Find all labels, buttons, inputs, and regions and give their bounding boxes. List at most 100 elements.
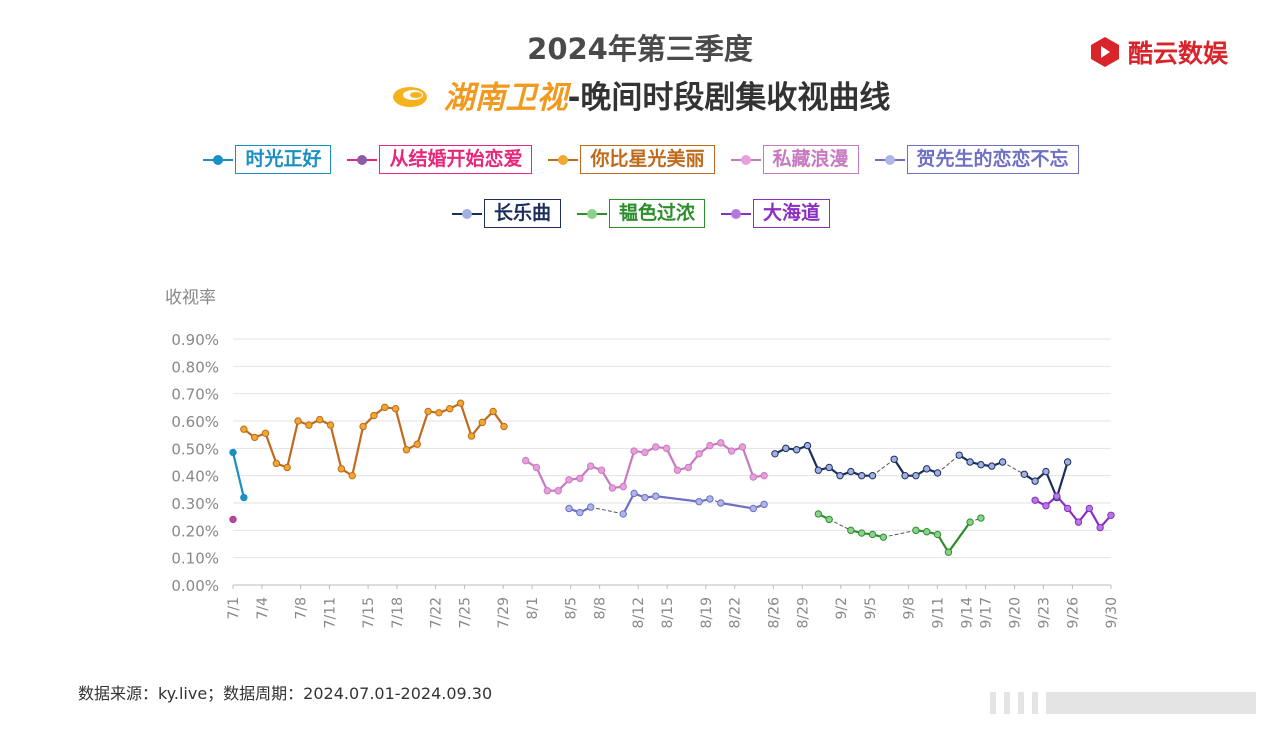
data-point: [857, 529, 866, 537]
series-line-segment: [416, 410, 430, 446]
data-point: [1053, 492, 1061, 500]
channel-name: 湖南卫视: [443, 80, 568, 116]
x-tick-label: 7/29: [496, 597, 512, 628]
data-point: [402, 446, 411, 454]
data-point: [565, 504, 573, 513]
data-point: [836, 471, 844, 480]
data-point: [977, 461, 985, 469]
x-tick-label: 8/29: [795, 597, 811, 628]
x-tick-label: 8/26: [766, 597, 782, 629]
data-point: [619, 482, 627, 491]
data-point: [641, 493, 649, 502]
data-point: [803, 441, 812, 450]
data-point: [868, 471, 877, 480]
data-point: [955, 451, 963, 459]
legend-line-icon: [721, 208, 751, 219]
y-tick-label: 0.00%: [171, 577, 219, 595]
data-point: [641, 448, 649, 457]
y-tick-label: 0.30%: [171, 495, 219, 513]
legend-line-icon: [451, 208, 482, 219]
y-tick-label: 0.70%: [171, 386, 219, 404]
data-point: [521, 456, 530, 465]
data-point: [229, 515, 237, 524]
data-point: [727, 447, 736, 455]
data-point: [272, 459, 281, 468]
series-line-segment: [590, 506, 624, 515]
data-point: [630, 447, 638, 455]
data-point: [760, 471, 768, 480]
data-point: [966, 518, 974, 526]
series-line-segment: [622, 492, 636, 516]
legend-item: 私藏浪漫: [729, 145, 859, 174]
decorative-bars-icon: [990, 692, 1256, 714]
data-point: [662, 444, 671, 453]
data-point: [381, 403, 389, 412]
data-point: [825, 463, 833, 472]
data-point: [1031, 496, 1039, 504]
data-point: [587, 462, 595, 470]
y-tick-label: 0.10%: [171, 550, 219, 568]
series-line-segment: [882, 529, 917, 538]
x-tick-label: 7/22: [429, 597, 445, 628]
data-point: [998, 458, 1007, 466]
data-point: [532, 463, 541, 472]
data-point: [749, 504, 757, 513]
hunan-tv-logo-icon: [390, 82, 430, 118]
legend-label: 从结婚开始恋爱: [379, 145, 533, 174]
data-point: [814, 510, 823, 518]
data-source-note: 数据来源：ky.live；数据周期：2024.07.01-2024.09.30: [78, 684, 493, 703]
title-suffix: -晚间时段剧集收视曲线: [567, 80, 891, 116]
x-tick-label: 7/1: [226, 597, 242, 620]
series-line-segment: [1055, 460, 1069, 499]
x-tick-label: 9/30: [1104, 597, 1120, 628]
data-point: [543, 487, 552, 495]
y-tick-label: 0.40%: [171, 468, 219, 486]
data-point: [933, 469, 942, 477]
x-tick-label: 9/23: [1036, 597, 1052, 628]
y-tick-label: 0.90%: [171, 331, 219, 349]
series-line-segment: [741, 445, 755, 479]
series-line-segment: [231, 451, 245, 499]
data-point: [608, 484, 617, 492]
series-line-segment: [937, 454, 960, 474]
brand-name: 酷云数娱: [1128, 39, 1229, 68]
data-point: [1074, 518, 1083, 526]
data-point: [337, 465, 346, 473]
data-point: [283, 463, 291, 472]
data-point: [467, 432, 476, 440]
x-tick-label: 7/15: [361, 597, 377, 628]
data-point: [695, 450, 703, 458]
data-point: [294, 417, 302, 425]
legend-label: 时光正好: [235, 145, 332, 174]
legend-item: 韫色过浓: [575, 199, 705, 228]
legend-label: 你比星光美丽: [580, 145, 715, 174]
series-line-segment: [828, 518, 852, 531]
y-axis-label: 收视率: [165, 288, 216, 308]
data-point: [348, 471, 356, 480]
data-point: [923, 465, 931, 473]
data-point: [413, 440, 421, 448]
x-tick-label: 7/8: [294, 597, 310, 620]
data-point: [684, 463, 692, 472]
x-tick-label: 8/19: [699, 597, 715, 628]
data-point: [250, 433, 259, 442]
data-point: [456, 399, 465, 407]
data-point: [316, 415, 324, 424]
data-point: [749, 473, 757, 481]
data-point: [1031, 477, 1039, 485]
legend-item: 从结婚开始恋爱: [345, 145, 533, 174]
data-point: [695, 497, 703, 506]
series-line-segment: [665, 447, 679, 472]
x-tick-label: 9/14: [959, 597, 975, 629]
series-line-segment: [622, 449, 636, 488]
legend-label: 大海道: [753, 199, 831, 228]
data-point: [879, 533, 888, 541]
y-tick-label: 0.60%: [171, 413, 219, 431]
line-chart: 0.00% 0.10% 0.20% 0.30% 0.40% 0.50% 0.60% 0.70%…: [171, 331, 1120, 629]
data-point: [652, 492, 660, 500]
data-point: [912, 526, 920, 535]
x-tick-label: 8/8: [593, 597, 609, 620]
data-point: [435, 409, 443, 417]
data-point: [500, 422, 508, 431]
x-tick-label: 8/15: [660, 597, 676, 628]
